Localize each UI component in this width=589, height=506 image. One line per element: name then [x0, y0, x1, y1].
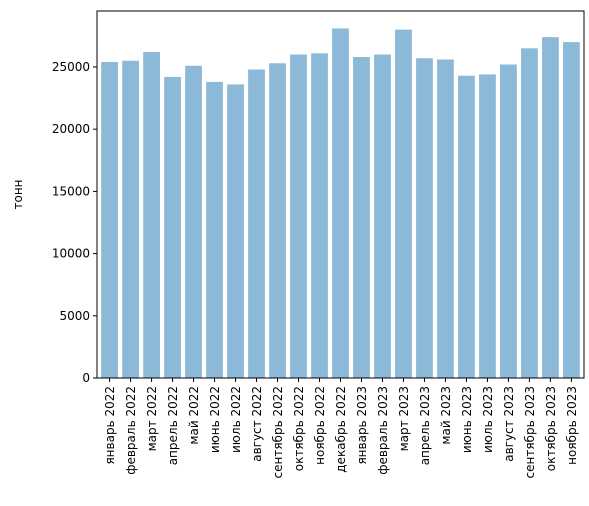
x-tick-label: апрель 2023	[418, 386, 432, 465]
x-tick-label: июль 2023	[481, 386, 495, 453]
bar-11	[311, 53, 328, 379]
x-tick-label: сентябрь 2023	[523, 386, 537, 478]
bar-14	[374, 54, 391, 378]
bar-9	[269, 63, 286, 378]
bar-16	[416, 58, 433, 379]
bar-5	[185, 65, 202, 379]
bar-20	[500, 64, 517, 379]
bar-22	[542, 37, 559, 378]
bar-23	[563, 42, 580, 378]
bar-19	[479, 74, 496, 378]
bar-18	[458, 75, 475, 378]
y-axis: 0 5000 10000 15000 20000 25000	[52, 60, 97, 385]
bar-13	[353, 57, 370, 378]
x-tick-label: май 2022	[187, 386, 201, 445]
x-tick-label: март 2023	[397, 386, 411, 451]
bars-group	[101, 28, 580, 379]
bar-6	[206, 81, 223, 378]
x-tick-label: август 2023	[502, 386, 516, 462]
x-tick-label: март 2022	[145, 386, 159, 451]
bar-4	[164, 76, 181, 378]
bar-2	[122, 60, 139, 378]
bar-12	[332, 28, 349, 378]
bar-7	[227, 84, 244, 379]
bar-3	[143, 52, 160, 379]
x-tick-label: сентябрь 2022	[271, 386, 285, 478]
y-tick-label: 0	[82, 371, 90, 385]
bar-17	[437, 59, 454, 379]
bar-15	[395, 29, 412, 378]
x-tick-label: январь 2023	[355, 386, 369, 465]
bar-8	[248, 69, 265, 378]
x-tick-label: июнь 2022	[208, 386, 222, 453]
bar-10	[290, 54, 307, 378]
x-axis: январь 2022 февраль 2022 март 2022 апрель 2…	[103, 378, 579, 478]
y-tick-label: 5000	[59, 309, 90, 323]
x-tick-label: ноябрь 2023	[565, 386, 579, 465]
x-tick-label: декабрь 2022	[334, 386, 348, 473]
x-tick-label: январь 2022	[103, 386, 117, 465]
y-tick-label: 15000	[52, 184, 90, 198]
x-tick-label: октябрь 2022	[292, 386, 306, 471]
x-tick-label: май 2023	[439, 386, 453, 445]
y-tick-label: 25000	[52, 60, 90, 74]
x-tick-label: апрель 2022	[166, 386, 180, 465]
x-tick-label: октябрь 2023	[544, 386, 558, 471]
y-axis-label: тонн	[11, 179, 25, 209]
x-tick-label: август 2022	[250, 386, 264, 462]
plot-frame	[96, 10, 585, 379]
x-tick-label: февраль 2022	[124, 386, 138, 475]
x-tick-label: февраль 2023	[376, 386, 390, 475]
y-tick-label: 10000	[52, 247, 90, 261]
bar-21	[521, 48, 538, 378]
x-tick-label: июль 2022	[229, 386, 243, 453]
x-tick-label: ноябрь 2022	[313, 386, 327, 465]
x-tick-label: июнь 2023	[460, 386, 474, 453]
bar-1	[101, 62, 118, 378]
y-tick-label: 20000	[52, 122, 90, 136]
